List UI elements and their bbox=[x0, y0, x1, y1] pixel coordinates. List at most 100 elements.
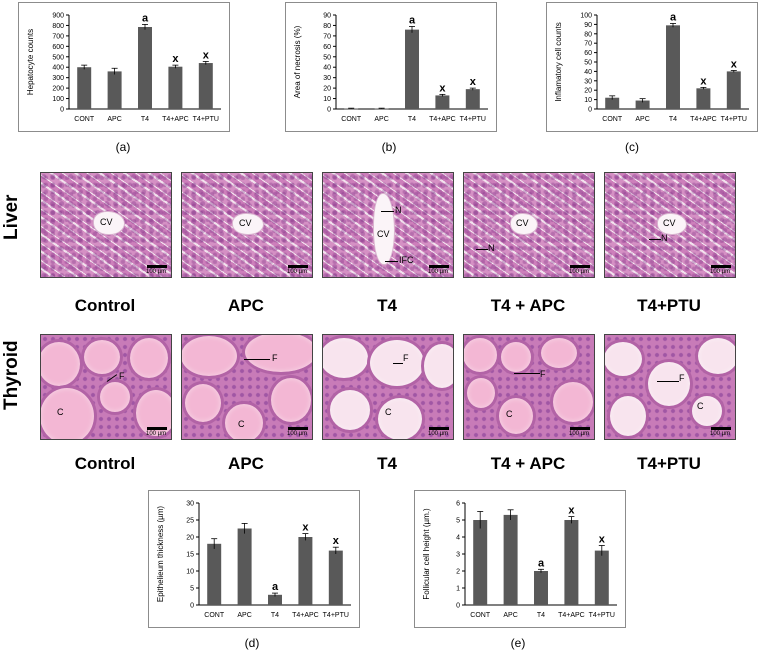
y-tick-label: 30 bbox=[584, 78, 592, 85]
scale-bar-label: 100 µm bbox=[287, 269, 308, 275]
bar-t4-ptu bbox=[328, 550, 343, 605]
y-tick-label: 0 bbox=[588, 107, 592, 114]
colloid-follicle bbox=[375, 395, 425, 439]
significance-mark: x bbox=[333, 535, 340, 547]
column-label-control: Control bbox=[74, 296, 136, 315]
column-label-apc: APC bbox=[228, 296, 264, 315]
liver-micrograph-control: CV 100 µm bbox=[40, 172, 172, 278]
scale-bar bbox=[711, 265, 731, 268]
label-cv: CV bbox=[516, 218, 529, 228]
significance-mark: a bbox=[670, 11, 677, 23]
colloid-follicle bbox=[41, 385, 97, 439]
significance-mark: a bbox=[272, 581, 279, 593]
y-axis-label: Hepatocyte counts bbox=[26, 29, 35, 95]
y-tick-label: 50 bbox=[323, 54, 331, 61]
y-axis-label: Epithelieum thickness (µm) bbox=[156, 506, 165, 603]
y-tick-label: 20 bbox=[584, 88, 592, 95]
bar-t4-ptu bbox=[198, 63, 213, 109]
label-c: C bbox=[506, 409, 513, 419]
chart-a-frame: Hepatocyte counts 0 100 200 300 400 500 600 700 8… bbox=[18, 2, 230, 132]
y-tick-label: 0 bbox=[60, 107, 64, 114]
significance-mark: x bbox=[731, 58, 738, 70]
x-tick-label: T4+PTU bbox=[721, 116, 747, 123]
x-tick-label: T4+PTU bbox=[589, 612, 615, 619]
bar-t4 bbox=[534, 571, 548, 605]
y-tick-label: 50 bbox=[584, 60, 592, 67]
y-tick-label: 5 bbox=[190, 586, 194, 593]
bar-t4 bbox=[405, 29, 419, 109]
chart-b-frame: Area of necrosis (%) 0 10 20 30 40 50 60 70 80 90 C… bbox=[285, 2, 497, 132]
bar-t4-apc bbox=[168, 66, 183, 109]
y-tick-label: 30 bbox=[186, 501, 194, 508]
label-f: F bbox=[119, 371, 125, 381]
bar-cont bbox=[473, 520, 488, 605]
arrow bbox=[476, 249, 488, 250]
follicle bbox=[182, 381, 224, 425]
y-tick-label: 70 bbox=[584, 41, 592, 48]
y-tick-label: 60 bbox=[323, 44, 331, 51]
column-label-t4: T4 bbox=[377, 454, 397, 473]
y-axis-label: Inflamatory cell counts bbox=[554, 22, 563, 102]
scale-bar-label: 100 µm bbox=[146, 269, 167, 275]
arrow bbox=[514, 373, 540, 374]
label-ifc: IFC bbox=[399, 255, 414, 265]
bar-t4-ptu bbox=[594, 550, 609, 605]
y-tick-label: 5 bbox=[456, 518, 460, 525]
scale-bar-label: 100 µm bbox=[569, 269, 590, 275]
arrow bbox=[244, 359, 270, 360]
x-tick-label: APC bbox=[237, 612, 251, 619]
follicle bbox=[421, 341, 453, 391]
significance-mark: x bbox=[470, 76, 477, 88]
significance-mark: x bbox=[203, 49, 210, 61]
y-tick-label: 3 bbox=[456, 552, 460, 559]
bar-t4 bbox=[666, 25, 680, 110]
y-tick-label: 60 bbox=[584, 50, 592, 57]
x-tick-label: APC bbox=[635, 116, 649, 123]
x-tick-label: T4+APC bbox=[162, 116, 189, 123]
x-tick-label: T4 bbox=[408, 116, 416, 123]
bar-t4 bbox=[268, 594, 282, 605]
bar-t4 bbox=[138, 27, 152, 110]
bar-t4-ptu bbox=[726, 71, 741, 109]
y-tick-label: 700 bbox=[52, 33, 64, 40]
follicle bbox=[323, 335, 371, 381]
x-tick-label: T4 bbox=[141, 116, 149, 123]
scale-bar-label: 100 µm bbox=[146, 431, 167, 437]
scale-bar bbox=[288, 265, 308, 268]
y-tick-label: 0 bbox=[190, 603, 194, 610]
scale-bar-label: 100 µm bbox=[710, 431, 731, 437]
bar-apc bbox=[635, 100, 650, 109]
thyroid-micrograph-apc: F C 100 µm bbox=[181, 334, 313, 440]
significance-mark: x bbox=[568, 505, 575, 517]
chart-b: Area of necrosis (%) 0 10 20 30 40 50 60 70 80 90 C… bbox=[293, 13, 488, 123]
follicle bbox=[605, 339, 645, 379]
y-tick-label: 40 bbox=[584, 69, 592, 76]
scale-bar bbox=[429, 427, 449, 430]
chart-a: Hepatocyte counts 0 100 200 300 400 500 600 700 8… bbox=[26, 12, 221, 123]
bar-t4-ptu bbox=[465, 89, 480, 109]
y-tick-label: 0 bbox=[456, 603, 460, 610]
significance-mark: x bbox=[599, 534, 606, 546]
follicle bbox=[327, 387, 373, 433]
label-n: N bbox=[661, 233, 668, 243]
follicle bbox=[268, 375, 312, 425]
y-tick-label: 10 bbox=[323, 96, 331, 103]
y-tick-label: 6 bbox=[456, 501, 460, 508]
chart-b-caption: (b) bbox=[381, 140, 397, 154]
central-vein bbox=[232, 213, 264, 235]
arrow bbox=[381, 211, 394, 212]
arrow bbox=[385, 261, 398, 262]
x-tick-label: T4 bbox=[537, 612, 545, 619]
y-tick-label: 15 bbox=[186, 552, 194, 559]
bar-t4-apc bbox=[564, 520, 579, 605]
y-tick-label: 90 bbox=[584, 22, 592, 29]
scale-bar bbox=[147, 265, 167, 268]
x-tick-label: T4+PTU bbox=[323, 612, 349, 619]
colloid-follicle bbox=[496, 395, 536, 437]
liver-micrograph-t4: N CV IFC 100 µm bbox=[322, 172, 454, 278]
significance-mark: x bbox=[439, 82, 446, 94]
y-tick-label: 20 bbox=[186, 535, 194, 542]
y-axis-label: Area of necrosis (%) bbox=[293, 25, 302, 98]
label-f: F bbox=[679, 373, 685, 383]
significance-mark: x bbox=[700, 75, 707, 87]
